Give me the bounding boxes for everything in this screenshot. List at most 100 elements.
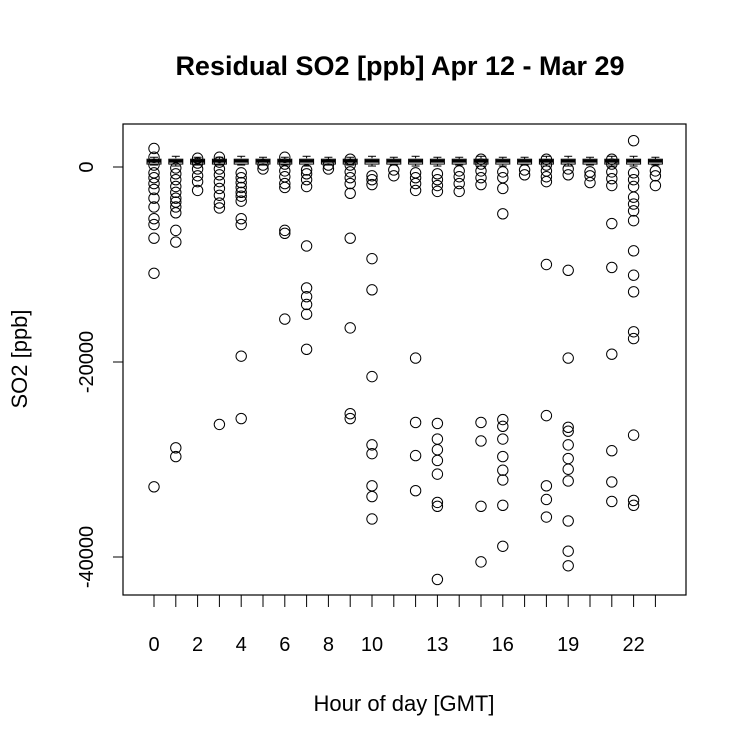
outlier-point	[170, 207, 182, 219]
outlier-point	[213, 175, 226, 188]
outlier-point	[148, 192, 160, 204]
outliers-hour-9	[344, 153, 356, 425]
outlier-point	[366, 284, 378, 296]
outlier-point	[213, 418, 226, 431]
box-hour-17	[517, 156, 533, 166]
outlier-point	[540, 511, 553, 523]
outlier-point	[475, 165, 487, 177]
x-tick-label: 16	[492, 634, 514, 656]
box-hour-10	[364, 155, 380, 167]
outlier-point	[148, 183, 160, 196]
outlier-point	[562, 463, 574, 475]
outliers-hour-3	[213, 151, 226, 431]
outlier-point	[497, 540, 509, 552]
outlier-point	[431, 433, 444, 445]
outlier-point	[431, 496, 444, 509]
outlier-point	[453, 177, 465, 190]
outlier-point	[627, 180, 640, 193]
outlier-point	[649, 170, 662, 182]
outlier-point	[606, 476, 618, 488]
outlier-point	[562, 163, 574, 175]
outlier-point	[627, 245, 640, 257]
outliers-hour-23	[649, 165, 662, 192]
outlier-point	[300, 173, 313, 186]
outlier-point	[540, 493, 553, 506]
outlier-point	[300, 282, 313, 294]
outlier-point	[300, 240, 313, 252]
outlier-point	[606, 173, 618, 185]
box-hour-19	[560, 155, 576, 167]
outlier-point	[409, 172, 422, 184]
outlier-point	[540, 258, 553, 271]
outlier-point	[148, 177, 160, 190]
x-tick-label: 10	[361, 634, 383, 656]
x-tick-label: 22	[622, 634, 644, 656]
outlier-point	[366, 178, 378, 191]
outliers-hour-11	[388, 164, 400, 182]
outlier-point	[322, 159, 335, 171]
box-hour-14	[451, 156, 467, 166]
outlier-point	[235, 190, 247, 202]
box-hour-13	[429, 156, 445, 167]
outlier-point	[170, 236, 182, 248]
outlier-point	[475, 153, 487, 165]
outlier-point	[606, 158, 618, 170]
outliers-hour-13	[431, 168, 444, 586]
outlier-point	[431, 168, 444, 180]
outlier-point	[497, 413, 509, 426]
outlier-point	[170, 186, 182, 199]
outlier-point	[431, 500, 444, 512]
outlier-point	[213, 202, 226, 214]
outlier-point	[344, 187, 356, 200]
outlier-point	[584, 176, 596, 189]
outlier-point	[213, 189, 226, 201]
outlier-point	[627, 286, 640, 298]
outlier-point	[300, 290, 313, 303]
outlier-point	[148, 481, 160, 493]
outliers-hour-15	[475, 153, 487, 568]
outlier-point	[148, 218, 160, 231]
outlier-point	[606, 445, 618, 457]
outliers-hour-18	[540, 153, 553, 523]
outlier-point	[235, 350, 247, 362]
x-tick-label: 4	[236, 634, 247, 656]
outlier-point	[453, 165, 465, 177]
outlier-point	[431, 454, 444, 467]
box-hour-4	[233, 155, 249, 166]
x-tick-label: 19	[557, 634, 579, 656]
outlier-point	[366, 173, 378, 186]
outlier-point	[627, 326, 640, 338]
outlier-point	[170, 192, 182, 204]
outlier-point	[606, 179, 618, 192]
outlier-points-layer	[148, 134, 662, 586]
outlier-point	[235, 176, 247, 189]
outlier-point	[279, 158, 291, 170]
outlier-point	[170, 442, 182, 454]
outlier-point	[300, 298, 313, 311]
outlier-point	[606, 217, 618, 230]
outlier-point	[431, 173, 444, 186]
outlier-point	[279, 224, 291, 237]
outlier-point	[431, 185, 444, 198]
outlier-point	[453, 171, 465, 183]
outlier-point	[191, 175, 204, 188]
outlier-point	[344, 172, 356, 184]
outlier-point	[279, 227, 291, 240]
outlier-point	[170, 224, 182, 237]
outlier-point	[257, 163, 269, 175]
x-axis: 0 2 4 6 8 10 13 16 19 22	[148, 594, 656, 656]
outlier-point	[562, 515, 574, 527]
outlier-point	[366, 513, 378, 525]
outlier-point	[627, 191, 640, 203]
outlier-point	[213, 182, 226, 195]
outlier-point	[497, 433, 509, 445]
outlier-point	[213, 163, 226, 175]
outlier-point	[649, 165, 662, 177]
outlier-point	[366, 370, 378, 383]
outlier-point	[431, 444, 444, 456]
outlier-point	[148, 159, 160, 171]
outliers-hour-7	[300, 164, 313, 356]
outlier-point	[235, 412, 247, 425]
outlier-point	[191, 157, 204, 169]
outlier-point	[562, 439, 574, 451]
